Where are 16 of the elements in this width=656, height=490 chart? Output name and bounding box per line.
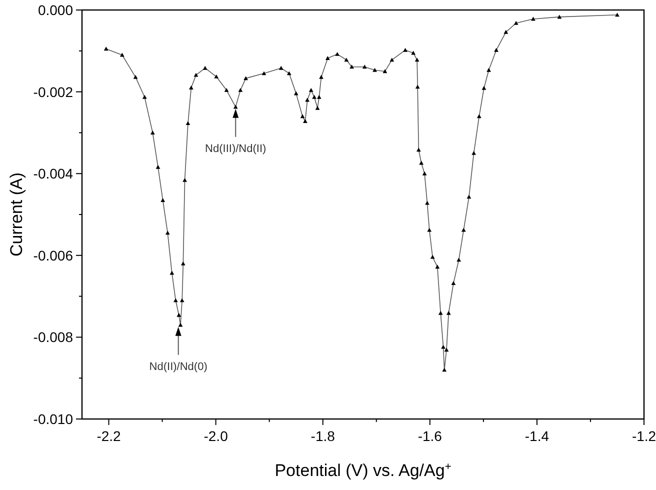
y-tick-label: 0.000 (38, 2, 74, 18)
x-axis-title: Potential (V) vs. Ag/Ag$^{+}$ (274, 461, 452, 480)
y-tick-label: -0.008 (33, 329, 74, 346)
y-tick-label: -0.006 (33, 247, 74, 264)
annotation: Nd(II)/Nd(0) (149, 360, 208, 373)
x-tick-label: -1.4 (524, 428, 550, 444)
x-tick-label: -2.2 (96, 428, 122, 444)
x-tick-label: -1.2 (632, 428, 656, 444)
x-tick-label: -2.0 (204, 428, 228, 444)
y-tick-label: -0.010 (33, 411, 74, 427)
y-tick-label: -0.004 (33, 166, 74, 182)
annotation: Nd(III)/Nd(II) (205, 142, 266, 155)
x-tick-label: -1.6 (418, 428, 442, 444)
x-tick-label: -1.8 (310, 428, 336, 444)
y-tick-label: -0.002 (33, 84, 74, 100)
y-axis-title: Current (A) (7, 172, 26, 257)
